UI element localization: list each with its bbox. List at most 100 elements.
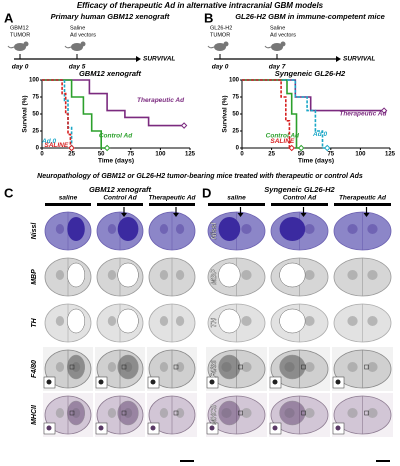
- censor-marker: [323, 144, 331, 152]
- column-label: Control Ad: [103, 195, 137, 202]
- ventricle: [241, 362, 252, 372]
- mouse-icon: [280, 41, 286, 47]
- tumor: [67, 400, 86, 426]
- y-tick-label: 75: [32, 95, 39, 101]
- inset-cells: [272, 425, 278, 431]
- column-bar: [271, 203, 328, 206]
- mouse-icon: [71, 43, 83, 51]
- ventricle: [55, 270, 65, 280]
- survival-curve: [42, 79, 73, 148]
- column-label: Therapeutic Ad: [339, 195, 387, 202]
- ventricle: [367, 270, 378, 280]
- x-tick-label: 125: [185, 152, 196, 158]
- y-axis-label: Survival (%): [222, 95, 229, 132]
- y-tick-label: 0: [36, 146, 40, 152]
- inset-marker: [364, 364, 369, 370]
- column-bar: [149, 203, 195, 206]
- survival-curve: [242, 79, 292, 149]
- scale-bar: [376, 460, 390, 462]
- series-label: Ad.0: [41, 138, 56, 145]
- survival-curve: [42, 79, 185, 127]
- mouse-icon: [264, 45, 272, 49]
- ventricle: [55, 362, 65, 372]
- ventricle: [304, 316, 315, 326]
- injection-arrow: [237, 213, 244, 217]
- panel-label: B: [204, 10, 213, 25]
- censor-marker: [288, 144, 295, 152]
- series-label: SALINE: [44, 142, 68, 149]
- timeline-text: Saline: [270, 25, 285, 31]
- tumor: [117, 400, 139, 426]
- censor-marker: [68, 144, 75, 152]
- x-tick-label: 50: [298, 152, 305, 158]
- column-bar: [334, 203, 391, 206]
- inset-cells: [150, 379, 156, 385]
- timeline-text: TUMOR: [210, 32, 230, 38]
- ventricle: [241, 408, 252, 418]
- ventricle: [107, 224, 117, 234]
- survival-curve: [42, 79, 108, 149]
- ventricle: [159, 408, 169, 418]
- column-label: Control Ad: [283, 195, 317, 202]
- ventricle: [55, 316, 65, 326]
- timeline-text: TUMOR: [10, 32, 30, 38]
- tumor: [218, 308, 241, 334]
- panel-label: A: [4, 10, 14, 25]
- x-axis-label: Time (days): [98, 158, 134, 165]
- y-axis-label: Survival (%): [22, 95, 29, 132]
- ventricle: [175, 270, 185, 280]
- tumor: [218, 217, 241, 241]
- ventricle: [107, 362, 117, 372]
- timeline-text: day 0: [212, 64, 229, 71]
- row-label: MBP: [211, 269, 218, 285]
- mouse-icon: [23, 41, 29, 47]
- inset-cells: [209, 425, 215, 431]
- inset-marker: [301, 364, 306, 370]
- tumor: [279, 400, 306, 426]
- ventricle: [159, 270, 169, 280]
- ventricle: [107, 316, 117, 326]
- y-tick-label: 0: [236, 146, 240, 152]
- ventricle: [304, 408, 315, 418]
- panel-label: C: [4, 185, 14, 200]
- ventricle: [175, 224, 185, 234]
- series-label: Control Ad: [266, 132, 300, 139]
- tumor: [279, 308, 306, 334]
- row-label: MBP: [31, 269, 38, 285]
- tumor: [218, 262, 241, 288]
- column-label: saline: [227, 195, 246, 202]
- tumor: [67, 354, 86, 380]
- injection-arrow: [363, 213, 370, 217]
- tumor: [218, 400, 241, 426]
- column-bar: [97, 203, 143, 206]
- timeline-text: SURVIVAL: [143, 56, 175, 63]
- ventricle: [304, 224, 315, 234]
- row-label: TH: [211, 317, 218, 327]
- panel-title: Syngeneic GL26-H2: [264, 185, 335, 194]
- x-tick-label: 50: [98, 152, 105, 158]
- series-label: SALINE: [270, 138, 295, 145]
- column-label: Therapeutic Ad: [148, 195, 196, 202]
- censor-marker: [103, 144, 111, 152]
- inset-marker: [69, 364, 75, 370]
- row-label: F4/80: [211, 360, 218, 378]
- inset-cells: [98, 379, 104, 385]
- chart-title: Syngeneic GL26-H2: [275, 69, 346, 78]
- ventricle: [55, 408, 65, 418]
- x-tick-label: 0: [240, 152, 244, 158]
- ventricle: [304, 270, 315, 280]
- row-label: Nissl: [31, 222, 38, 240]
- inset-marker: [69, 410, 75, 416]
- panel-label: D: [202, 185, 211, 200]
- mouse-icon: [7, 45, 15, 49]
- mouse-icon: [223, 41, 229, 47]
- figure-title: Efficacy of therapeutic Ad in alternativ…: [77, 1, 324, 10]
- tumor: [279, 354, 306, 380]
- timeline-text: GL26-H2: [210, 25, 232, 31]
- panel-title: Primary human GBM12 xenograft: [51, 12, 170, 21]
- injection-arrow: [121, 213, 127, 217]
- censor-marker: [380, 107, 388, 114]
- x-tick-label: 25: [68, 152, 75, 158]
- panel-title: GBM12 xenograft: [89, 185, 152, 194]
- ventricle: [367, 224, 378, 234]
